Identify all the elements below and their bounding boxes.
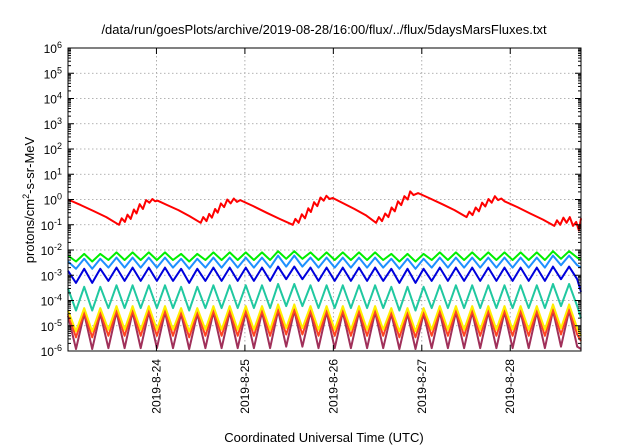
y-tick-label: 106 — [44, 40, 62, 56]
y-tick-label-base: 10 — [44, 67, 58, 81]
y-tick-label: 10-6 — [41, 343, 62, 359]
x-axis-label: Coordinated Universal Time (UTC) — [224, 430, 423, 445]
y-axis-label-superscript: 2 — [21, 194, 31, 199]
y-tick-label-base: 10 — [41, 219, 55, 233]
y-tick-label-base: 10 — [44, 194, 58, 208]
y-tick-label-exponent: 4 — [57, 91, 62, 101]
y-tick-label-base: 10 — [41, 320, 55, 334]
series-line-3 — [67, 265, 582, 293]
y-tick-label: 10-4 — [41, 293, 62, 309]
y-axis-label-part-1: protons/cm — [22, 199, 37, 263]
y-tick-label-exponent: 3 — [57, 116, 62, 126]
chart-title: /data/run/goesPlots/archive/2019-08-28/1… — [101, 22, 547, 37]
y-tick-label-exponent: 2 — [57, 141, 62, 151]
y-tick-label-exponent: -1 — [54, 217, 62, 227]
y-tick-label-base: 10 — [41, 345, 55, 359]
y-tick-label-base: 10 — [41, 244, 55, 258]
y-tick-label-base: 10 — [44, 143, 58, 157]
y-tick-label-base: 10 — [44, 93, 58, 107]
y-tick-label: 100 — [44, 192, 62, 208]
y-tick-label-base: 10 — [41, 295, 55, 309]
x-axis: 2019-8-24 2019-8-25 2019-8-26 2019-8-27 2019… — [149, 48, 517, 414]
series-line-5 — [67, 303, 582, 337]
x-tick-label: 2019-8-28 — [503, 359, 517, 414]
y-tick-label-exponent: -5 — [54, 318, 62, 328]
y-tick-label: 104 — [44, 91, 62, 107]
y-tick-label-base: 10 — [41, 269, 55, 283]
y-tick-label-base: 10 — [44, 168, 58, 182]
y-tick-label-base: 10 — [44, 118, 58, 132]
series-line-6 — [67, 308, 582, 342]
x-tick-label: 2019-8-25 — [238, 359, 252, 414]
y-tick-label: 101 — [44, 166, 62, 182]
series-line-0 — [67, 190, 582, 232]
y-tick-label-exponent: 5 — [57, 65, 62, 75]
y-tick-label-exponent: -3 — [54, 267, 62, 277]
y-axis-label-part-2: -s-sr-MeV — [22, 136, 37, 193]
y-tick-label: 103 — [44, 116, 62, 132]
y-tick-label: 102 — [44, 141, 62, 157]
y-tick-label: 10-1 — [41, 217, 62, 233]
y-tick-label-exponent: -6 — [54, 343, 62, 353]
y-axis-label: protons/cm2-s-sr-MeV — [21, 136, 37, 263]
y-tick-label-exponent: -4 — [54, 293, 62, 303]
y-tick-label-exponent: 6 — [57, 40, 62, 50]
series-line-4 — [67, 283, 582, 319]
y-tick-label: 10-3 — [41, 267, 62, 283]
y-tick-label-base: 10 — [44, 42, 58, 56]
series-line-2 — [67, 254, 582, 270]
x-tick-label: 2019-8-24 — [149, 359, 163, 414]
y-tick-label-exponent: -2 — [54, 242, 62, 252]
x-tick-label: 2019-8-27 — [415, 359, 429, 414]
y-tick-label-exponent: 1 — [57, 166, 62, 176]
y-axis: 10-610-510-410-310-210-11001011021031041… — [41, 40, 581, 359]
y-tick-label-exponent: 0 — [57, 192, 62, 202]
x-tick-label: 2019-8-26 — [326, 359, 340, 414]
y-tick-label: 105 — [44, 65, 62, 81]
series-line-1 — [67, 250, 582, 263]
y-tick-label: 10-5 — [41, 318, 62, 334]
y-tick-label: 10-2 — [41, 242, 62, 258]
series-layer — [67, 190, 582, 350]
